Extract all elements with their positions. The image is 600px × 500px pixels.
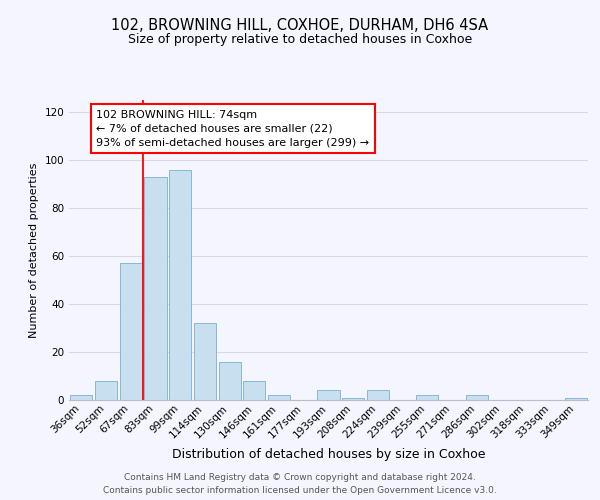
Bar (342, 398, 364, 400)
Bar (169, 170, 191, 400)
Y-axis label: Number of detached properties: Number of detached properties (29, 162, 39, 338)
Bar (416, 395, 439, 400)
Bar (317, 390, 340, 400)
Text: 102 BROWNING HILL: 74sqm
← 7% of detached houses are smaller (22)
93% of semi-de: 102 BROWNING HILL: 74sqm ← 7% of detache… (96, 110, 370, 148)
X-axis label: Distribution of detached houses by size in Coxhoe: Distribution of detached houses by size … (172, 448, 485, 461)
Bar (218, 362, 241, 400)
Bar (268, 395, 290, 400)
Text: 102, BROWNING HILL, COXHOE, DURHAM, DH6 4SA: 102, BROWNING HILL, COXHOE, DURHAM, DH6 … (112, 18, 488, 32)
Bar (565, 398, 587, 400)
Bar (466, 395, 488, 400)
Text: Size of property relative to detached houses in Coxhoe: Size of property relative to detached ho… (128, 32, 472, 46)
Bar (145, 177, 167, 400)
Bar (194, 323, 216, 400)
Bar (70, 395, 92, 400)
Text: Contains HM Land Registry data © Crown copyright and database right 2024.
Contai: Contains HM Land Registry data © Crown c… (103, 473, 497, 495)
Bar (367, 390, 389, 400)
Bar (243, 381, 265, 400)
Bar (119, 263, 142, 400)
Bar (95, 381, 117, 400)
